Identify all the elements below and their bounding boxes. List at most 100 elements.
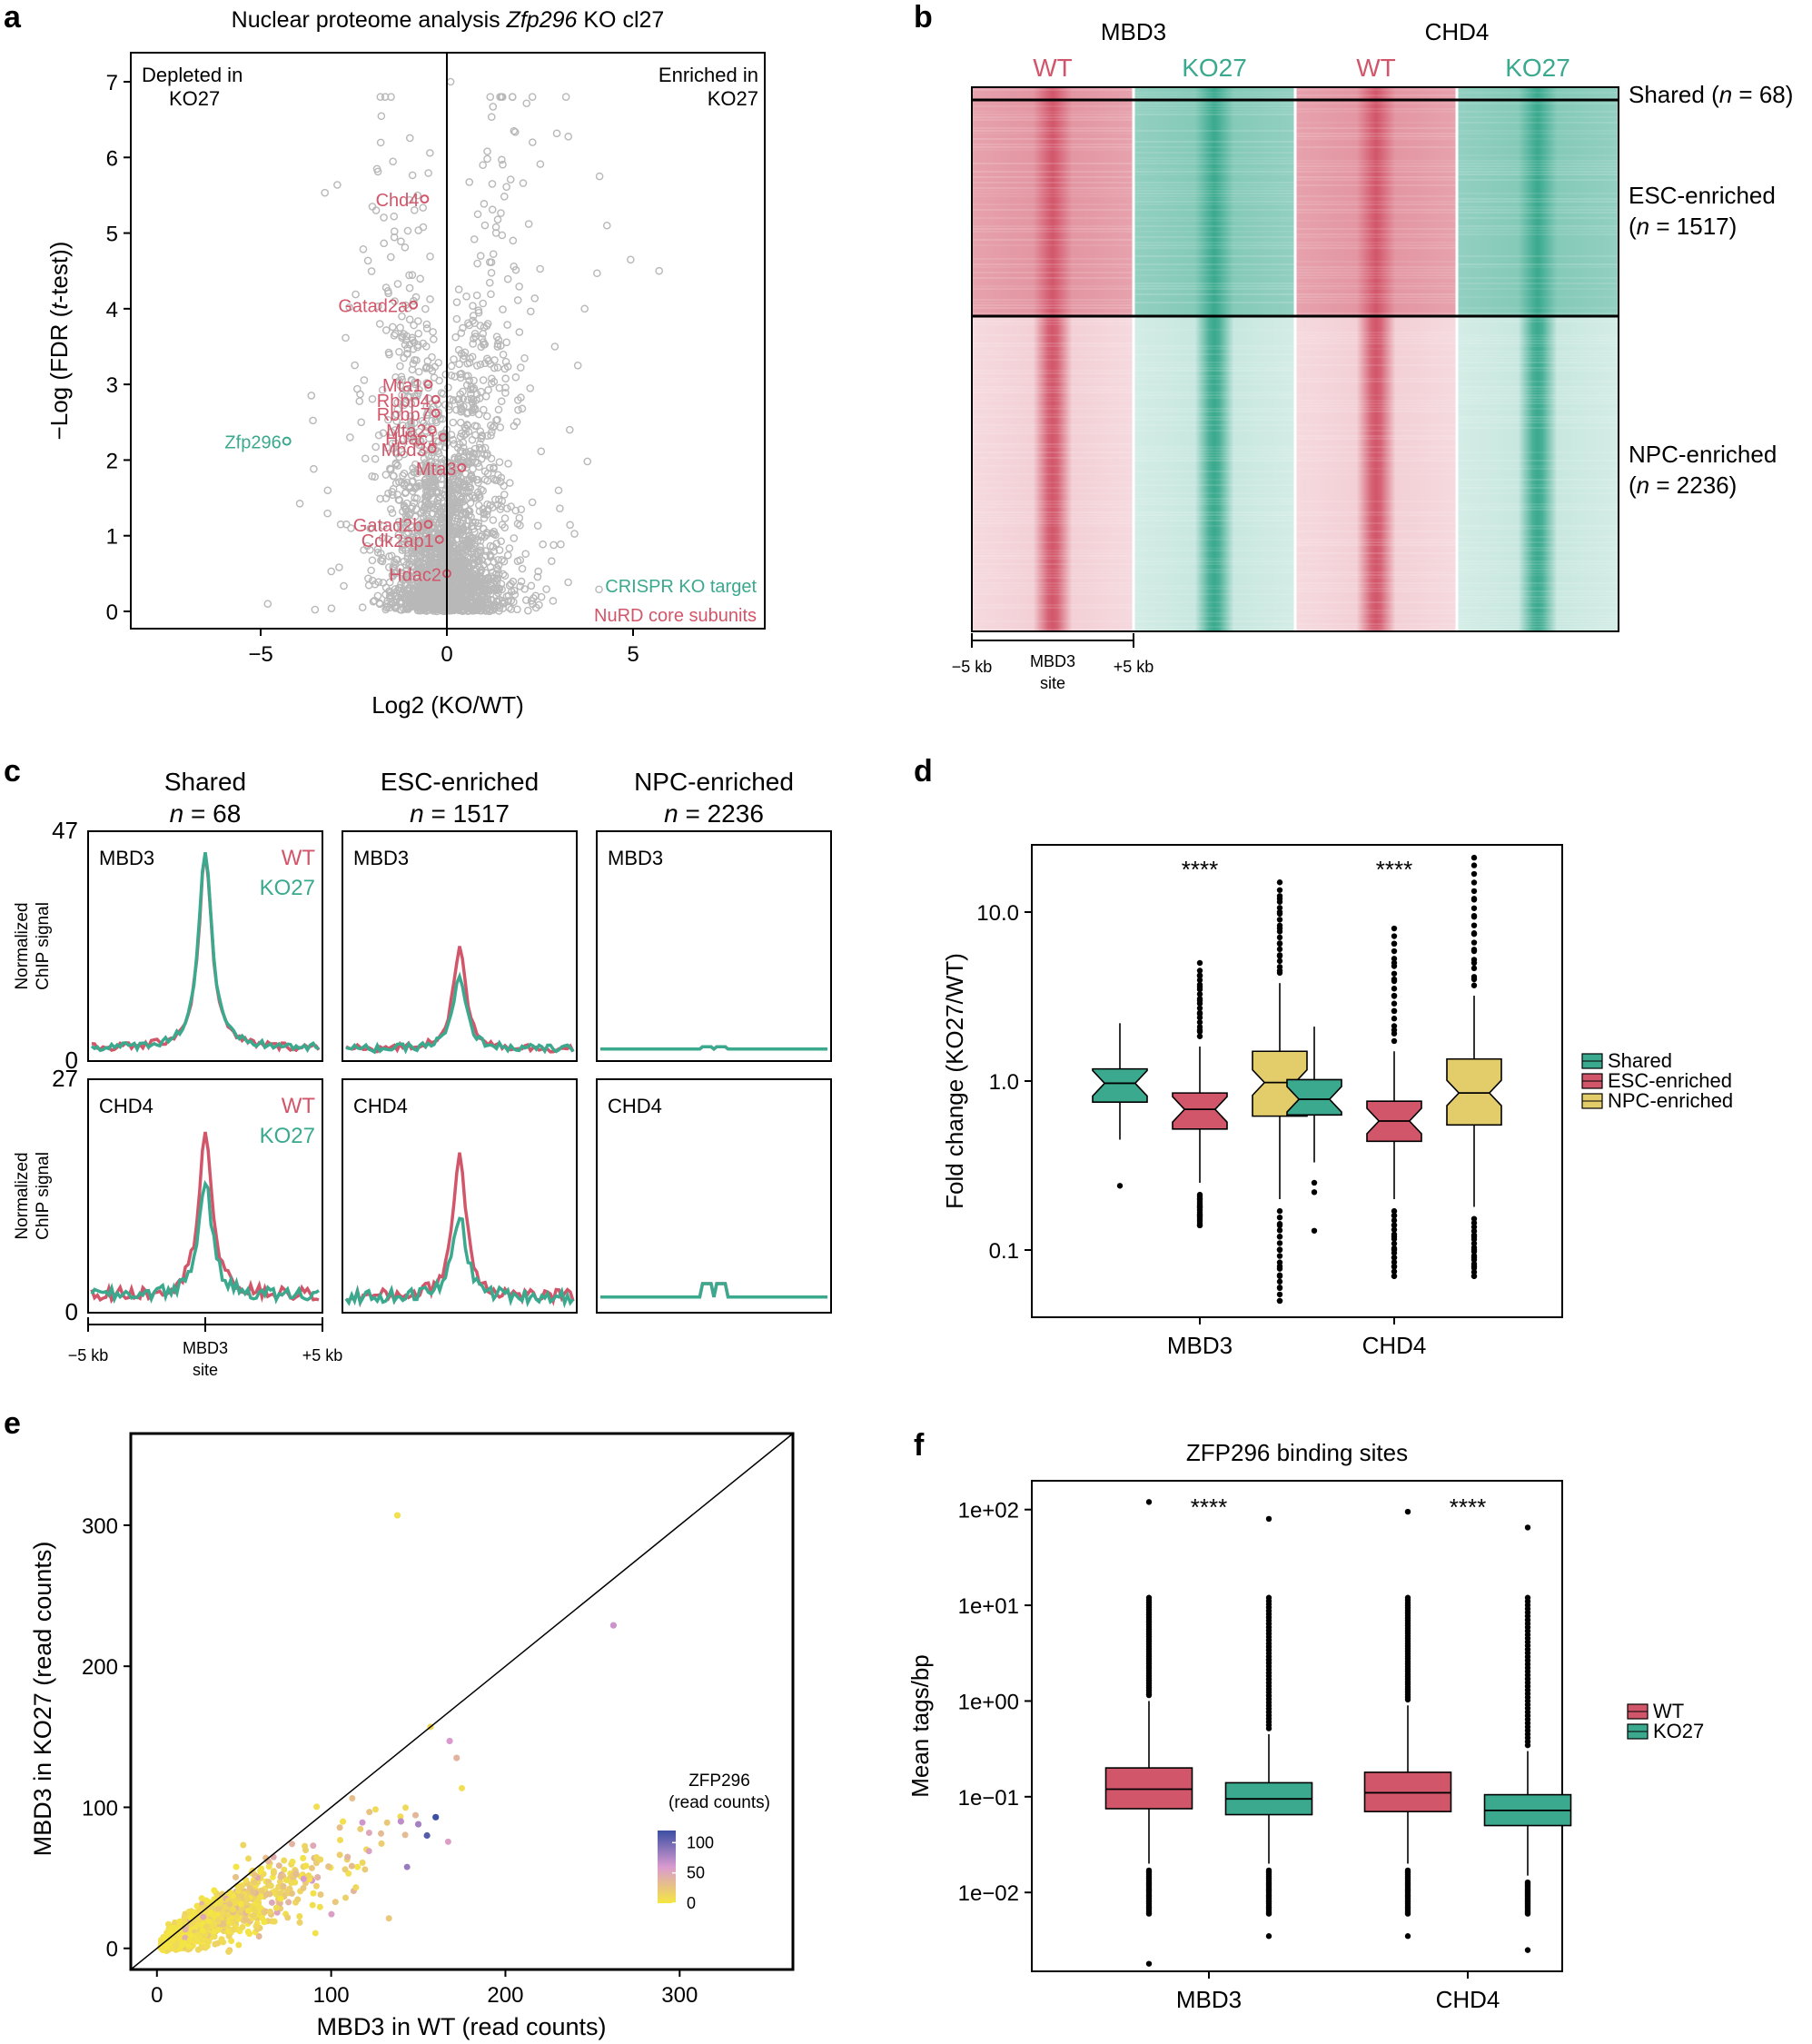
- nurd-label: Hdac2: [389, 565, 441, 585]
- protein-point: [487, 454, 496, 463]
- protein-point: [537, 447, 546, 456]
- outlier: [1196, 984, 1203, 990]
- protein-point: [508, 587, 516, 596]
- protein-point: [395, 347, 403, 356]
- protein-point: [430, 572, 438, 581]
- protein-point: [376, 138, 385, 147]
- outlier: [1276, 1222, 1283, 1229]
- outlier: [1391, 1255, 1398, 1261]
- chart-title: Nuclear proteome analysis Zfp296 KO cl27: [232, 7, 665, 33]
- panel-label-b: b: [914, 0, 933, 35]
- text-span: n: [1719, 81, 1732, 108]
- protein-point: [457, 494, 466, 502]
- protein-point: [397, 237, 405, 246]
- heatmap-block-strong: [972, 87, 1134, 316]
- protein-point: [487, 113, 496, 122]
- protein-point: [515, 328, 524, 336]
- text-span: t: [45, 302, 73, 310]
- text-span: Normalized: [13, 1152, 32, 1239]
- protein-point: [392, 450, 401, 458]
- ko-target-point: [282, 436, 292, 446]
- protein-point: [498, 596, 507, 605]
- protein-point: [493, 415, 501, 424]
- protein-point: [445, 402, 453, 411]
- protein-point: [451, 332, 460, 342]
- outlier: [1470, 1224, 1478, 1230]
- protein-point: [414, 317, 422, 325]
- protein-point: [496, 423, 505, 432]
- outlier: [1196, 1191, 1203, 1198]
- y-min-label: 0: [65, 1298, 78, 1325]
- protein-point: [435, 596, 444, 605]
- protein-point: [401, 301, 410, 310]
- protein-point: [393, 555, 401, 564]
- protein-point: [437, 524, 445, 533]
- panel-c-profiles: Shared n = 68 ESC-enriched n = 1517 NPC-enri…: [13, 768, 832, 1379]
- protein-point: [478, 606, 486, 615]
- outlier: [1196, 1204, 1203, 1210]
- protein-point: [495, 383, 504, 392]
- x-tick-label: 0: [441, 642, 452, 667]
- protein-point: [480, 405, 488, 414]
- protein-point: [524, 220, 533, 228]
- x-tick-label: −5: [248, 642, 272, 667]
- protein-point: [489, 423, 497, 432]
- protein-point: [459, 459, 467, 468]
- protein-point: [347, 524, 355, 532]
- protein-point: [421, 581, 430, 590]
- protein-point: [407, 575, 415, 583]
- protein-point: [449, 435, 458, 444]
- outlier: [1276, 896, 1283, 902]
- outlier: [1276, 1263, 1283, 1270]
- protein-point: [390, 233, 399, 242]
- protein-point: [415, 523, 424, 531]
- protein-point: [457, 403, 465, 412]
- protein-point: [407, 400, 416, 408]
- x-tick-label: 5: [627, 642, 639, 667]
- heatmap-texture: [1457, 92, 1619, 630]
- protein-point: [451, 484, 460, 492]
- protein-point: [444, 491, 453, 500]
- protein-point: [418, 416, 427, 425]
- protein-point: [470, 405, 480, 414]
- protein-point: [391, 561, 400, 569]
- protein-point: [473, 587, 481, 596]
- protein-point: [480, 475, 490, 484]
- protein-point: [510, 262, 519, 271]
- protein-point: [508, 93, 517, 101]
- protein-point: [480, 508, 488, 517]
- outlier: [1470, 959, 1478, 967]
- protein-point: [539, 540, 547, 549]
- protein-point: [417, 508, 426, 517]
- protein-point: [407, 562, 416, 571]
- row-label-esc: ESC-enriched: [1629, 182, 1776, 209]
- protein-point: [533, 521, 542, 530]
- protein-point: [487, 290, 495, 299]
- protein-point: [499, 351, 508, 359]
- protein-point: [411, 437, 420, 446]
- protein-point: [470, 384, 479, 392]
- protein-point: [342, 520, 351, 529]
- protein-point: [335, 563, 343, 571]
- protein-point: [474, 588, 482, 597]
- nurd-label: Rbbp4: [377, 392, 431, 412]
- protein-point: [363, 256, 372, 265]
- protein-point: [387, 599, 396, 607]
- protein-point: [480, 200, 489, 208]
- protein-point: [487, 379, 496, 388]
- protein-point: [421, 530, 430, 539]
- legend-ko27: KO27: [260, 1124, 315, 1148]
- protein-point: [451, 499, 460, 507]
- protein-point: [503, 274, 512, 283]
- protein-point: [583, 457, 592, 466]
- profile-ko27: [90, 851, 320, 1053]
- protein-point: [412, 392, 421, 401]
- nurd-label: Mbd3: [381, 441, 427, 461]
- protein-point: [506, 175, 515, 184]
- protein-point: [387, 465, 395, 474]
- text-span: = 68): [1732, 81, 1793, 108]
- protein-point: [454, 470, 463, 479]
- protein-point: [480, 221, 490, 230]
- protein-point: [424, 169, 432, 177]
- outlier: [1276, 1278, 1283, 1285]
